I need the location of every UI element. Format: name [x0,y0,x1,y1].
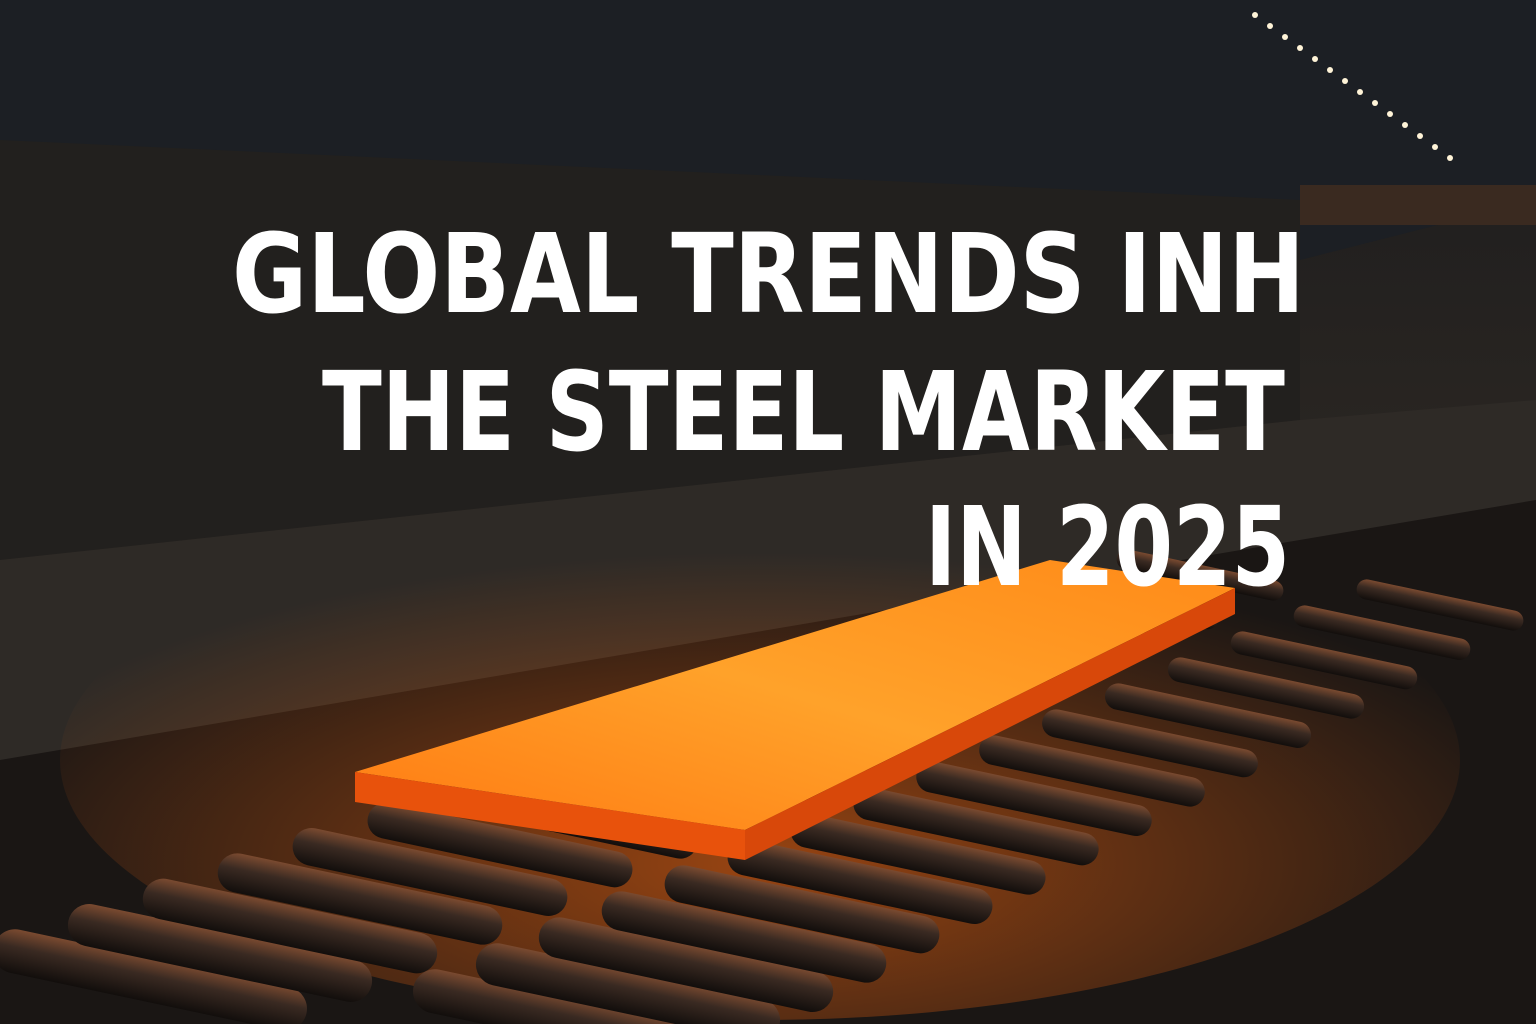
ceiling-light [1402,122,1408,128]
ceiling-light [1252,12,1258,18]
roller [1167,657,1365,719]
ceiling-light [1372,100,1378,106]
roller [1042,709,1258,778]
roller [979,735,1205,807]
roller [367,802,633,888]
roller [916,761,1152,836]
ceiling-light [1327,67,1333,73]
ceiling-light [1432,144,1438,150]
roller [142,878,438,974]
roller [1116,549,1284,601]
ceiling-light [1447,155,1453,161]
roller [1105,683,1311,748]
roller [475,943,781,1024]
roller [292,828,568,916]
ceiling-light [1342,78,1348,84]
headline-line: GLOBAL TRENDS INH [232,210,1305,338]
roller [1293,605,1471,660]
headline-line: IN 2025 [925,483,1290,611]
roller [538,917,834,1013]
roller [413,969,727,1024]
roller [67,903,373,1003]
headline-line: THE STEEL MARKET [322,348,1285,476]
roller [1356,579,1524,631]
ceiling-light [1312,56,1318,62]
crane-beam [1300,185,1536,225]
roller [664,865,940,954]
roller [217,853,503,945]
slab-side [745,588,1235,860]
roller [727,839,993,924]
slab-front [355,772,745,860]
roller [0,929,307,1024]
ceiling-light [1387,111,1393,117]
ceiling-light [1297,45,1303,51]
roller [1230,631,1418,690]
slab-top [355,560,1235,830]
ceiling-light [1282,34,1288,40]
ceiling-light [1417,133,1423,139]
ceiling-light [1357,89,1363,95]
roller [790,813,1046,895]
roller [601,891,887,983]
roller [853,787,1099,866]
ceiling-light [1267,23,1273,29]
